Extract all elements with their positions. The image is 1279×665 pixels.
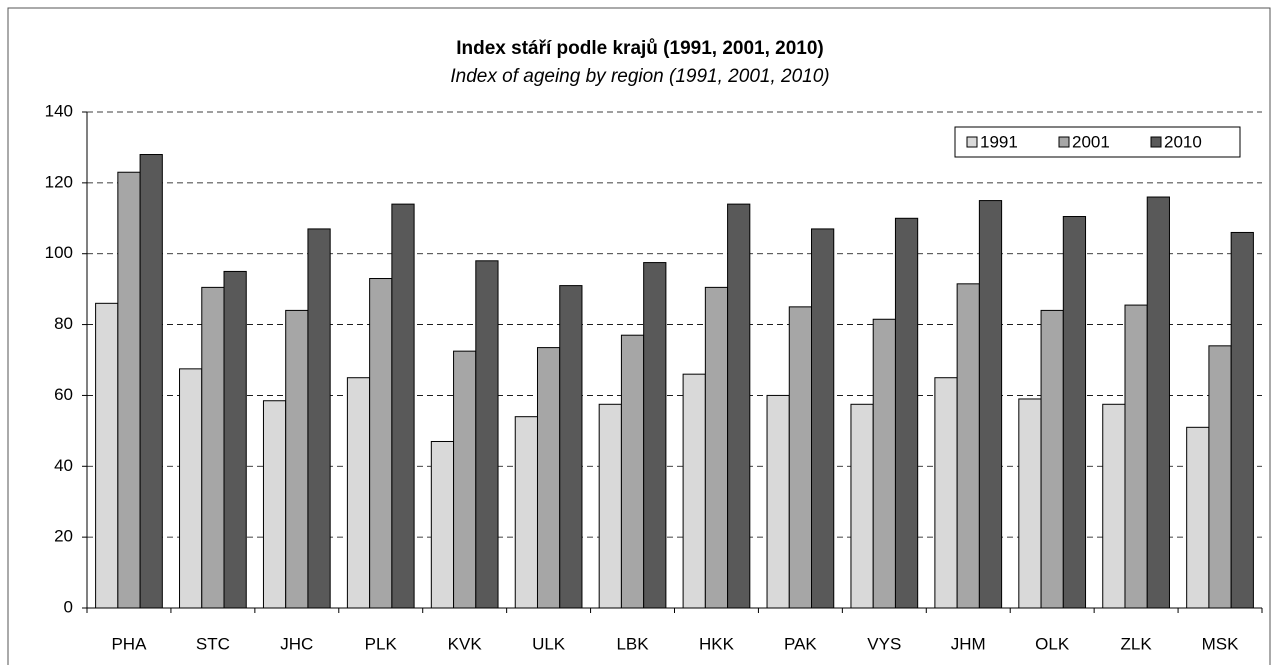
x-tick-label: JHM xyxy=(951,634,986,653)
bar xyxy=(934,377,958,609)
bar xyxy=(514,416,538,609)
bar xyxy=(978,200,1003,609)
x-tick-label: HKK xyxy=(699,634,735,653)
bar xyxy=(620,334,645,609)
bar xyxy=(872,318,896,609)
bar xyxy=(95,302,119,609)
chart-subtitle: Index of ageing by region (1991, 2001, 2… xyxy=(450,66,829,87)
bar xyxy=(285,309,309,609)
bar xyxy=(201,286,225,609)
bar xyxy=(643,262,667,609)
bar xyxy=(369,278,393,609)
bar xyxy=(262,400,287,609)
bar xyxy=(346,377,371,609)
x-tick-label: ZLK xyxy=(1121,634,1153,653)
bar xyxy=(536,347,561,609)
legend-swatch xyxy=(1150,136,1162,148)
legend-swatch xyxy=(1058,136,1070,148)
bar xyxy=(682,373,706,609)
y-tick-label: 140 xyxy=(45,101,73,120)
bar xyxy=(1186,426,1210,609)
bar xyxy=(850,403,874,609)
bar xyxy=(1040,309,1064,609)
x-tick-label: PAK xyxy=(784,634,817,653)
bar xyxy=(223,270,247,609)
bar xyxy=(1146,196,1170,609)
x-tick-label: MSK xyxy=(1202,634,1240,653)
bar xyxy=(956,283,980,609)
legend-label: 2001 xyxy=(1072,132,1110,151)
bar xyxy=(475,260,499,609)
bar xyxy=(453,350,477,609)
bar xyxy=(1230,231,1254,609)
bar xyxy=(559,285,583,609)
bar xyxy=(788,306,813,609)
x-tick-label: LBK xyxy=(616,634,649,653)
bar xyxy=(391,203,415,609)
bar xyxy=(704,286,729,609)
bar xyxy=(727,203,751,609)
legend-box xyxy=(954,126,1241,158)
legend-label: 1991 xyxy=(980,132,1018,151)
bar xyxy=(1102,403,1126,609)
y-tick-label: 0 xyxy=(64,597,73,616)
x-tick-label: PHA xyxy=(111,634,147,653)
x-tick-label: KVK xyxy=(448,634,483,653)
bar xyxy=(117,171,141,609)
bar xyxy=(1124,304,1148,609)
x-tick-label: ULK xyxy=(532,634,566,653)
legend-swatch xyxy=(966,136,978,148)
bar xyxy=(811,228,835,609)
x-tick-label: PLK xyxy=(365,634,398,653)
y-tick-label: 40 xyxy=(54,456,73,475)
bar xyxy=(1018,398,1042,609)
x-tick-label: JHC xyxy=(280,634,313,653)
y-tick-label: 20 xyxy=(54,527,73,546)
bar xyxy=(598,403,622,609)
legend-label: 2010 xyxy=(1164,132,1202,151)
bar xyxy=(894,217,919,609)
bar xyxy=(1208,345,1232,609)
bar xyxy=(766,394,790,609)
bar xyxy=(307,228,331,609)
bar xyxy=(1062,216,1087,609)
y-tick-label: 80 xyxy=(54,314,73,333)
x-tick-label: VYS xyxy=(867,634,901,653)
chart-title: Index stáří podle krajů (1991, 2001, 201… xyxy=(456,38,824,59)
x-tick-label: OLK xyxy=(1035,634,1070,653)
bar xyxy=(179,368,203,609)
bar xyxy=(139,154,163,609)
x-tick-label: STC xyxy=(196,634,230,653)
y-tick-label: 120 xyxy=(45,172,73,191)
y-tick-label: 60 xyxy=(54,385,73,404)
bar xyxy=(430,440,455,609)
y-tick-label: 100 xyxy=(45,243,73,262)
